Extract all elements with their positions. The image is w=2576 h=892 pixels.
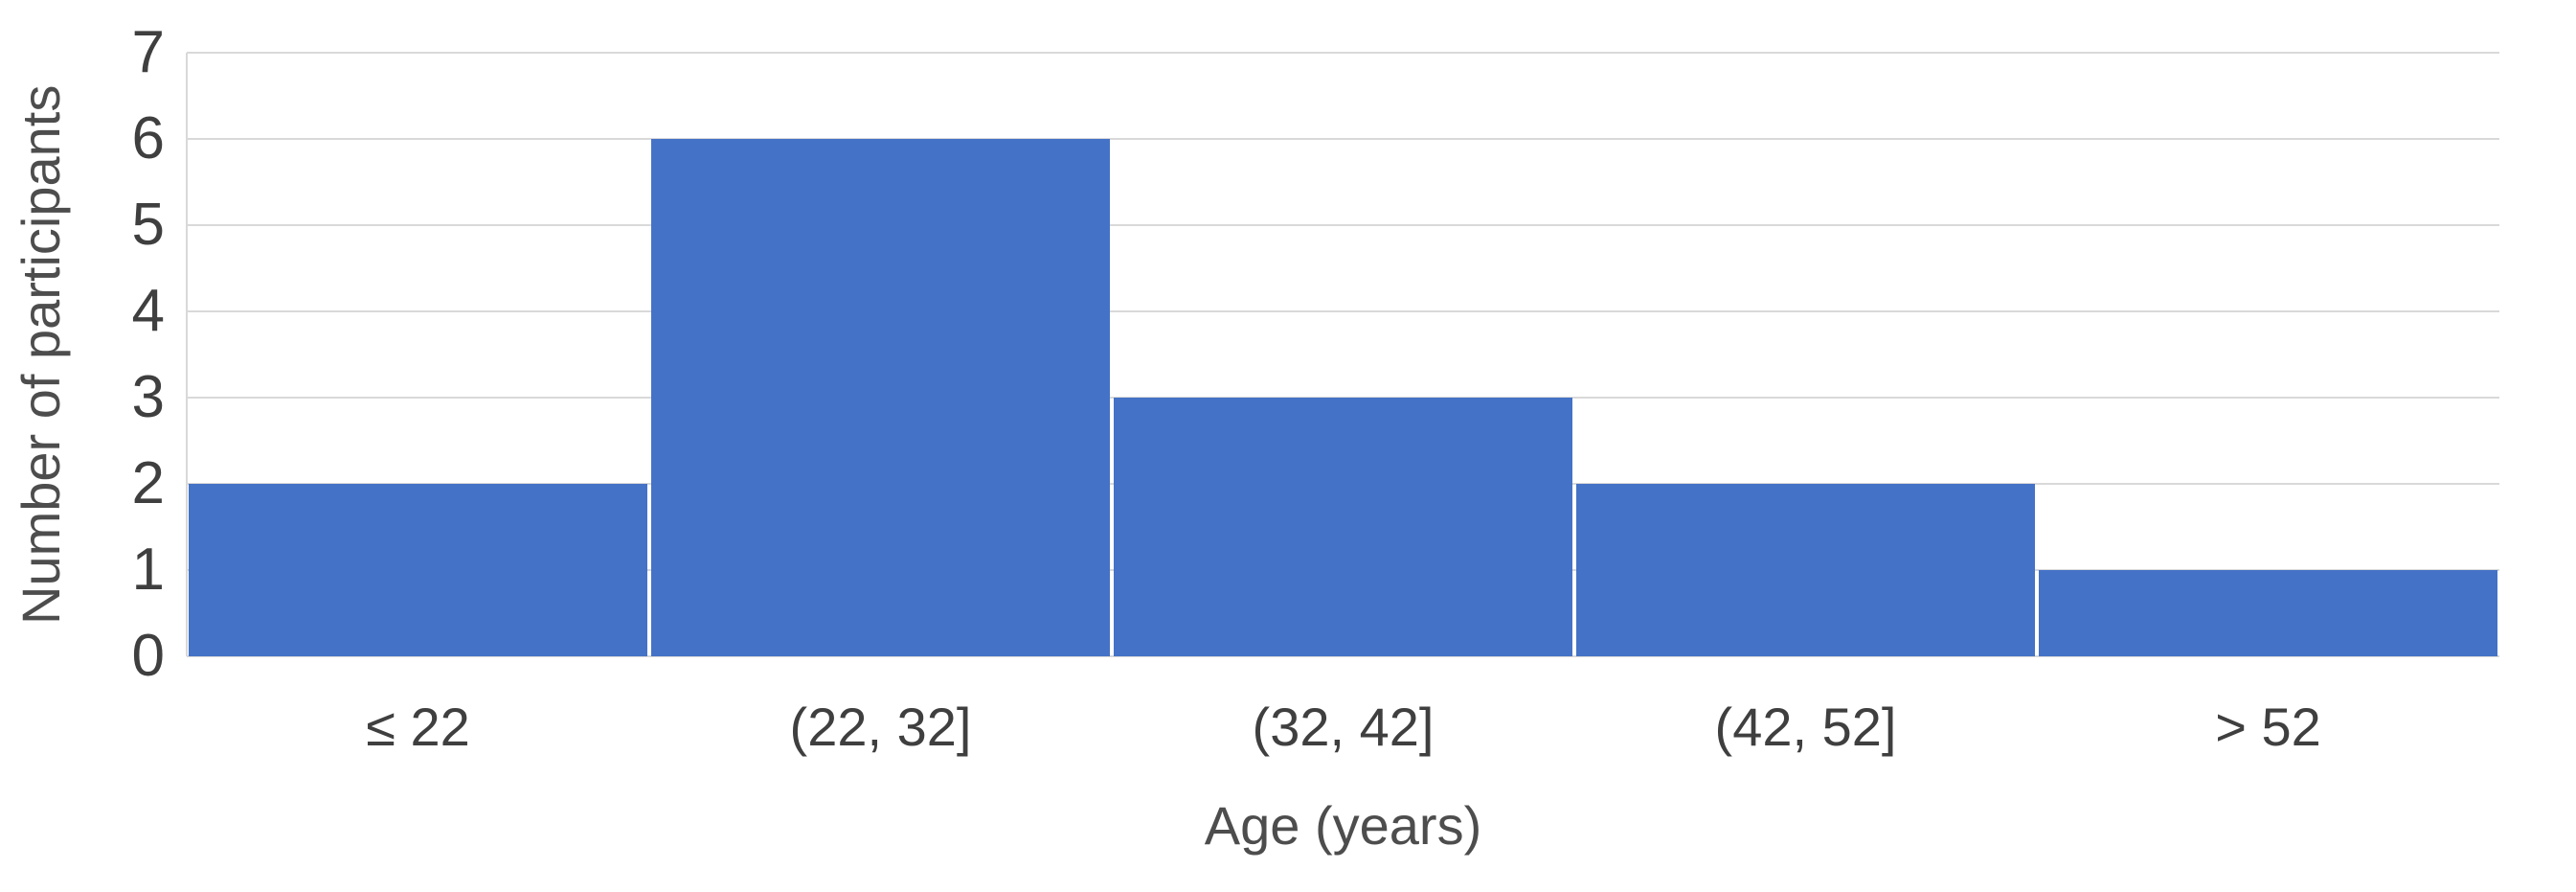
y-tick-label: 3 <box>131 363 165 430</box>
x-axis-tick-labels: ≤ 22 (22, 32] (32, 42] (42, 52] > 52 <box>187 656 2499 754</box>
y-tick-label: 0 <box>131 623 165 689</box>
x-axis-baseline <box>187 655 2499 657</box>
bar-0 <box>189 484 647 656</box>
y-tick-label: 7 <box>131 19 165 85</box>
x-tick-label: ≤ 22 <box>366 697 470 757</box>
bar-3 <box>1576 484 2035 656</box>
x-tick-label: (22, 32] <box>789 697 972 757</box>
bar-2 <box>1114 398 1572 656</box>
y-tick-label: 2 <box>131 450 165 516</box>
y-axis-line <box>186 53 188 656</box>
y-tick-label: 6 <box>131 104 165 172</box>
x-tick-label: > 52 <box>2215 697 2321 757</box>
y-tick-label: 5 <box>131 191 165 258</box>
y-tick-label: 1 <box>131 537 165 603</box>
bar-4 <box>2039 570 2497 656</box>
gridline <box>187 310 2499 312</box>
y-tick-label: 4 <box>131 278 165 344</box>
bar-1 <box>651 139 1110 656</box>
x-tick-label: (32, 42] <box>1252 697 1435 757</box>
gridline <box>187 223 2499 226</box>
gridline <box>187 137 2499 140</box>
plot-area <box>186 52 2499 657</box>
x-axis-title: Age (years) <box>1204 795 1482 856</box>
gridline <box>187 52 2499 54</box>
x-tick-label: (42, 52] <box>1714 697 1897 757</box>
gridline <box>187 396 2499 399</box>
